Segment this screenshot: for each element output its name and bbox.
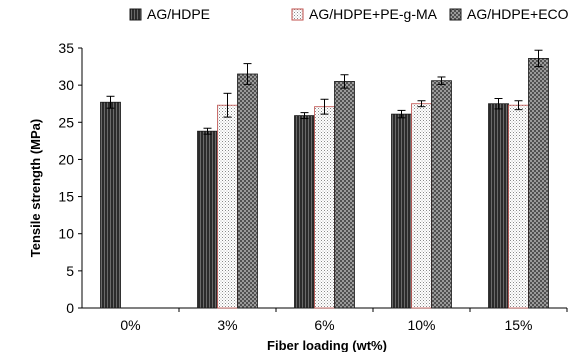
bar-ag-hdpe-eco [528,58,549,309]
bar-ag-hdpe [100,101,121,309]
bar-ag-hdpe-pe-g-ma [508,104,529,309]
y-tick-label: 15 [58,189,74,205]
x-tick-label: 10% [407,317,435,333]
bar-ag-hdpe-eco [431,80,452,309]
y-tick-label: 10 [58,226,74,242]
bar-ag-hdpe-pe-g-ma [314,106,335,309]
x-axis-label: Fiber loading (wt%) [267,338,387,352]
bar-ag-hdpe-pe-g-ma [411,103,432,309]
bar-ag-hdpe-pe-g-ma [217,104,238,309]
bar-ag-hdpe-eco [237,73,258,309]
legend-label: AG/HDPE [147,6,210,22]
x-tick-label: 0% [120,317,140,333]
bar-ag-hdpe [197,130,218,309]
legend-swatch [449,8,462,21]
x-tick-label: 15% [504,317,532,333]
bar-ag-hdpe [294,115,315,309]
y-axis-label: Tensile strength (MPa) [28,119,43,257]
bar-ag-hdpe [488,103,509,309]
legend: AG/HDPE AG/HDPE+PE-g-MA AG/HDPE+ECO [129,6,569,22]
bars [100,49,549,309]
y-tick-label: 5 [66,263,74,279]
y-tick-label: 0 [66,300,74,316]
axes: 0 5 10 15 20 25 30 35 0% 3% 6% 10% 15% [58,40,568,333]
legend-label: AG/HDPE+PE-g-MA [309,6,438,22]
y-tick-label: 20 [58,151,74,167]
legend-swatch [129,8,142,21]
legend-swatch [291,8,304,21]
x-tick-label: 6% [314,317,334,333]
y-tick-label: 25 [58,114,74,130]
bar-ag-hdpe-eco [334,81,355,309]
legend-label: AG/HDPE+ECO [467,6,569,22]
y-tick-label: 30 [58,77,74,93]
bar-ag-hdpe [391,113,412,309]
y-tick-label: 35 [58,40,74,56]
x-tick-label: 3% [217,317,237,333]
